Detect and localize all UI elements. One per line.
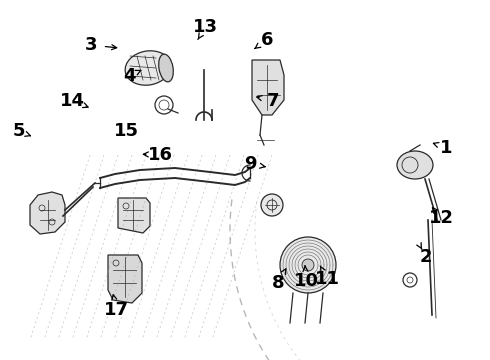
Polygon shape (118, 198, 150, 233)
Text: 16: 16 (148, 146, 173, 164)
Text: 5: 5 (12, 122, 25, 140)
Circle shape (302, 259, 314, 271)
Text: 8: 8 (272, 274, 285, 292)
Text: 12: 12 (428, 209, 454, 227)
Text: 6: 6 (261, 31, 273, 49)
Text: 13: 13 (193, 18, 219, 36)
Ellipse shape (159, 54, 173, 82)
Text: 3: 3 (84, 36, 97, 54)
Text: 1: 1 (440, 139, 452, 157)
Text: 11: 11 (315, 270, 340, 288)
Text: 7: 7 (267, 92, 280, 110)
Text: 15: 15 (114, 122, 139, 140)
Circle shape (280, 237, 336, 293)
Polygon shape (108, 255, 142, 303)
Text: 10: 10 (294, 272, 319, 290)
Text: 9: 9 (244, 155, 256, 173)
Ellipse shape (125, 51, 171, 85)
Text: 17: 17 (104, 301, 129, 319)
Polygon shape (252, 60, 284, 115)
Text: 2: 2 (420, 248, 433, 266)
Text: 14: 14 (60, 92, 85, 110)
Ellipse shape (397, 151, 433, 179)
Text: 4: 4 (123, 67, 136, 85)
Polygon shape (30, 192, 65, 234)
Circle shape (261, 194, 283, 216)
